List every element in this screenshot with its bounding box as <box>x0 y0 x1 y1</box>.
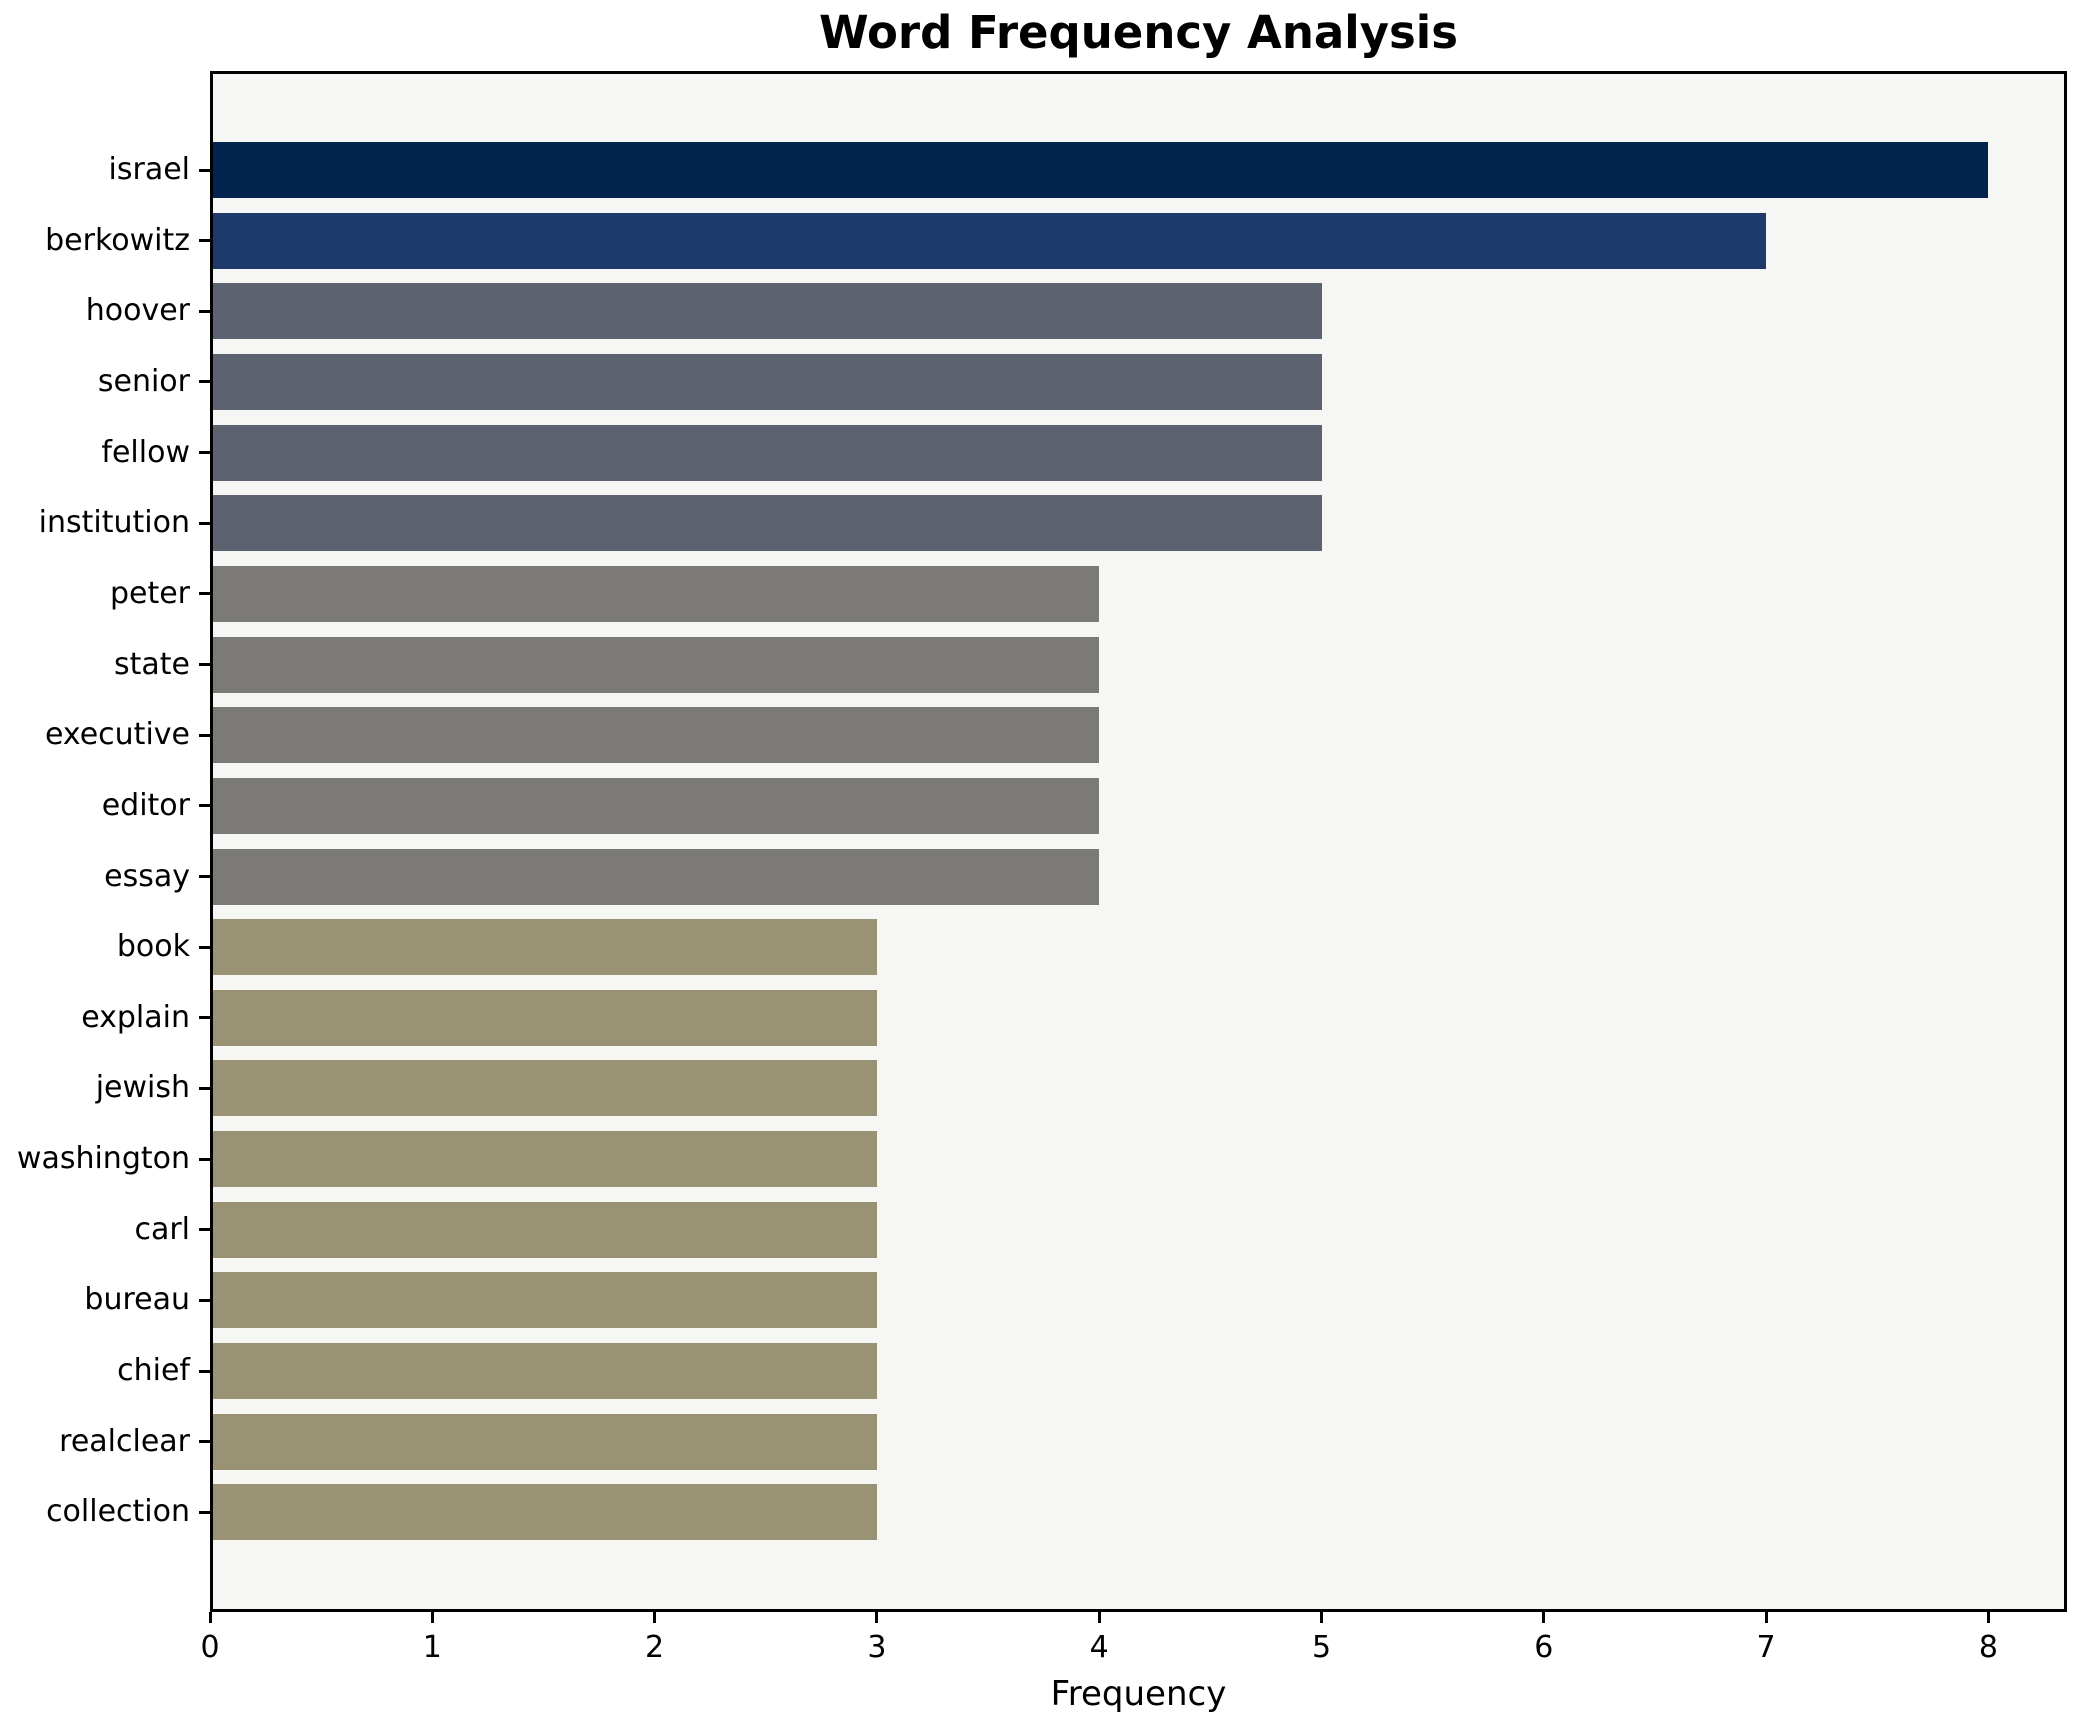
x-tick-label-3: 3 <box>867 1630 887 1665</box>
x-tick-label-0: 0 <box>200 1630 220 1665</box>
y-tick-label-editor: editor <box>101 787 190 823</box>
y-tick-mark <box>199 733 210 737</box>
x-tick-mark <box>1320 1612 1323 1623</box>
y-tick-label-jewish: jewish <box>95 1070 190 1106</box>
bar-book <box>213 919 877 976</box>
y-tick-label-explain: explain <box>81 999 190 1035</box>
y-tick-label-peter: peter <box>109 575 190 611</box>
y-tick-label-state: state <box>114 646 190 682</box>
bar-essay <box>213 848 1100 905</box>
x-tick-mark <box>1764 1612 1768 1623</box>
y-tick-label-chief: chief <box>117 1353 190 1389</box>
y-tick-label-israel: israel <box>108 152 190 187</box>
bar-editor <box>213 777 1100 834</box>
bar-senior <box>213 353 1322 410</box>
y-tick-label-institution: institution <box>38 505 190 541</box>
y-tick-label-hoover: hoover <box>85 293 190 329</box>
y-tick-label-essay: essay <box>104 858 190 894</box>
x-tick-label-5: 5 <box>1311 1630 1332 1665</box>
y-tick-mark <box>199 521 210 525</box>
bar-chief <box>213 1343 877 1400</box>
x-tick-label-7: 7 <box>1756 1630 1776 1665</box>
bar-fellow <box>213 424 1322 481</box>
bar-jewish <box>213 1060 877 1117</box>
x-tick-mark <box>430 1612 434 1623</box>
y-tick-label-senior: senior <box>97 363 190 399</box>
x-tick-label-4: 4 <box>1089 1630 1109 1665</box>
chart-title: Word Frequency Analysis <box>818 6 1459 59</box>
y-tick-label-fellow: fellow <box>101 434 190 470</box>
bar-explain <box>213 989 877 1046</box>
x-tick-mark <box>208 1612 212 1623</box>
y-tick-label-carl: carl <box>134 1211 190 1247</box>
bar-realclear <box>213 1413 877 1470</box>
y-tick-mark <box>199 309 210 313</box>
x-tick-mark <box>1097 1612 1101 1623</box>
bar-institution <box>213 495 1322 552</box>
x-tick-mark <box>653 1612 657 1623</box>
x-tick-label-6: 6 <box>1534 1630 1554 1665</box>
bar-carl <box>213 1201 877 1258</box>
y-tick-label-berkowitz: berkowitz <box>45 222 190 258</box>
y-tick-mark <box>199 1369 210 1373</box>
x-tick-label-8: 8 <box>1978 1630 1998 1665</box>
x-tick-label-2: 2 <box>645 1630 665 1665</box>
y-tick-mark <box>199 1228 210 1232</box>
x-tick-mark <box>1542 1612 1546 1623</box>
y-tick-mark <box>199 1298 210 1302</box>
y-tick-mark <box>199 945 210 949</box>
bar-hoover <box>213 283 1322 340</box>
y-tick-label-collection: collection <box>46 1494 190 1530</box>
bar-state <box>213 636 1100 693</box>
y-tick-mark <box>199 1016 210 1020</box>
y-tick-mark <box>199 168 210 172</box>
y-tick-mark <box>199 592 210 596</box>
y-tick-label-bureau: bureau <box>84 1282 190 1318</box>
y-tick-label-book: book <box>116 929 190 965</box>
x-tick-mark <box>875 1612 879 1623</box>
y-tick-mark <box>199 239 210 243</box>
x-tick-mark <box>1986 1612 1990 1623</box>
y-tick-mark <box>199 1510 210 1514</box>
bar-israel <box>213 142 1989 198</box>
y-tick-mark <box>199 1157 210 1161</box>
x-tick-label-1: 1 <box>422 1630 442 1665</box>
bar-bureau <box>213 1272 877 1329</box>
y-tick-mark <box>199 804 210 808</box>
bar-berkowitz <box>213 212 1767 269</box>
x-axis-label: Frequency <box>1050 1674 1227 1714</box>
bar-washington <box>213 1131 877 1188</box>
y-tick-label-washington: washington <box>16 1141 190 1177</box>
bar-executive <box>213 707 1100 764</box>
y-tick-label-executive: executive <box>44 717 190 753</box>
y-tick-mark <box>199 451 210 455</box>
y-tick-mark <box>199 380 210 384</box>
bar-collection <box>213 1484 877 1541</box>
y-tick-mark <box>199 663 210 667</box>
bar-peter <box>213 565 1100 622</box>
y-tick-mark <box>199 1440 210 1444</box>
y-tick-mark <box>199 1086 210 1090</box>
y-tick-mark <box>199 875 210 878</box>
y-tick-label-realclear: realclear <box>59 1423 190 1459</box>
